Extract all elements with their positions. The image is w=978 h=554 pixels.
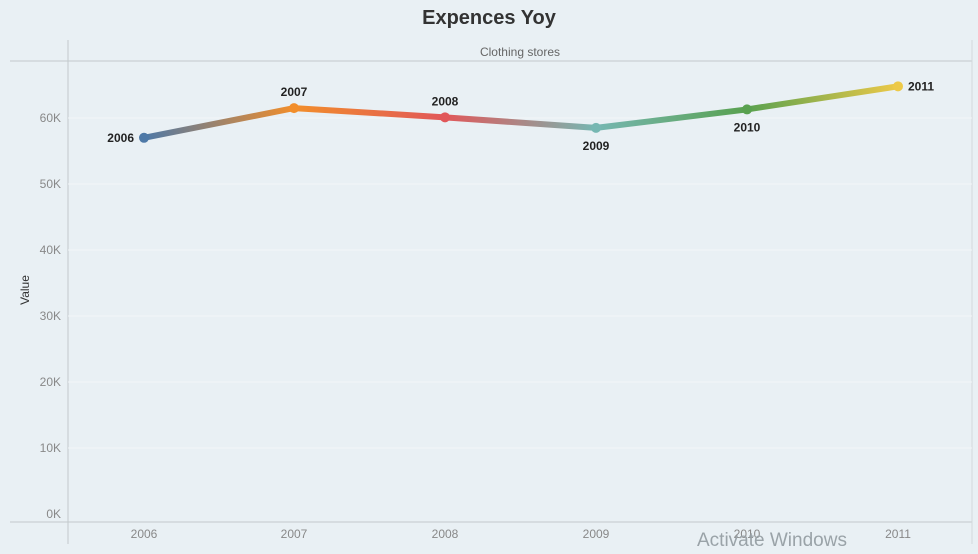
x-tick-label: 2007 [281, 527, 308, 541]
line-series [141, 83, 901, 141]
data-points [139, 81, 903, 143]
y-axis-ticks: 0K 10K 20K 30K 40K 50K 60K [40, 111, 61, 521]
y-tick-label: 50K [40, 177, 61, 191]
y-tick-label: 20K [40, 375, 61, 389]
data-label: 2011 [908, 79, 934, 93]
y-tick-label: 30K [40, 309, 61, 323]
y-tick-label: 0K [46, 507, 61, 521]
data-labels: 2006 2007 2008 2009 2010 2011 [107, 79, 934, 153]
x-tick-label: 2008 [432, 527, 459, 541]
x-tick-label: 2009 [583, 527, 610, 541]
data-label: 2006 [107, 131, 134, 145]
x-tick-label: 2010 [734, 527, 761, 541]
gridlines [68, 117, 972, 449]
activate-windows-watermark: Activate Windows [697, 530, 847, 551]
x-axis-ticks: 2006 2007 2008 2009 2010 2011 [131, 527, 912, 541]
x-tick-label: 2011 [885, 527, 911, 541]
line-segment [291, 105, 448, 121]
y-tick-label: 60K [40, 111, 61, 125]
data-label: 2009 [583, 139, 610, 153]
chart-frame [10, 40, 973, 544]
chart-subtitle: Clothing stores [480, 45, 560, 59]
data-label: 2007 [281, 85, 308, 99]
line-segment [744, 83, 901, 113]
y-tick-label: 10K [40, 441, 61, 455]
data-point[interactable] [591, 122, 601, 133]
x-tick-label: 2006 [131, 527, 158, 541]
y-tick-label: 40K [40, 243, 61, 257]
y-axis-label: Value [18, 275, 32, 305]
data-point[interactable] [139, 132, 149, 143]
data-point[interactable] [893, 81, 903, 92]
data-label: 2008 [432, 94, 459, 108]
data-point[interactable] [742, 104, 752, 115]
line-segment [593, 106, 750, 131]
line-segment [442, 114, 599, 131]
line-segment [141, 105, 297, 141]
chart-title: Expences Yoy [422, 7, 556, 29]
data-point[interactable] [289, 103, 299, 114]
data-label: 2010 [734, 120, 761, 134]
data-point[interactable] [440, 112, 450, 123]
